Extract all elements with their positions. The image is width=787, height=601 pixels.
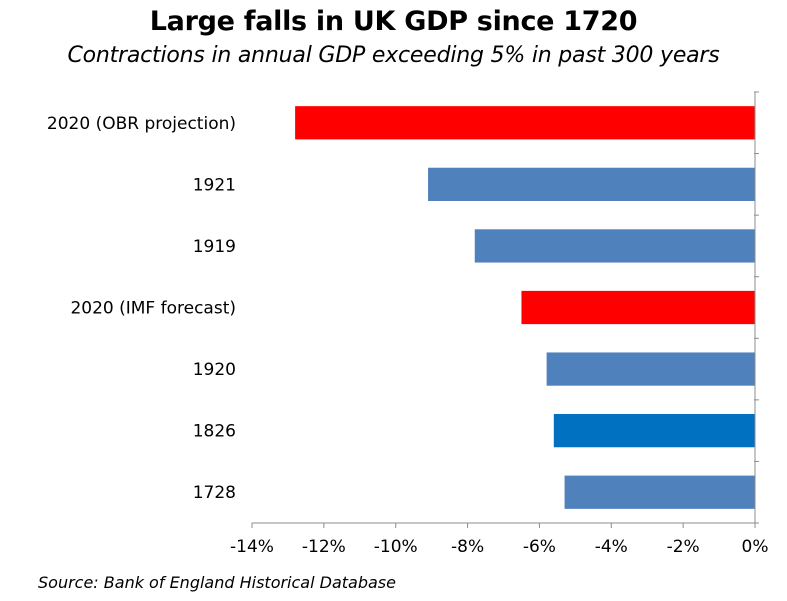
bar-1: [428, 167, 755, 201]
category-label: 1728: [193, 483, 236, 503]
x-tick-label: -10%: [374, 537, 418, 557]
bars-group: [295, 106, 755, 509]
category-label: 1921: [193, 175, 236, 195]
x-tick-label: -8%: [451, 537, 484, 557]
chart-subtitle: Contractions in annual GDP exceeding 5% …: [67, 43, 720, 68]
bar-5: [553, 414, 755, 448]
tick-labels: -14% -12% -10% -8% -6% -4% -2% 0%: [230, 537, 768, 557]
x-tick-label: -12%: [302, 537, 346, 557]
bar-2: [474, 229, 755, 263]
category-label: 1919: [193, 237, 236, 257]
source-note: Source: Bank of England Historical Datab…: [38, 573, 396, 592]
axes-group: [251, 91, 759, 528]
category-label: 1826: [193, 422, 236, 442]
x-tick-label: -14%: [230, 537, 274, 557]
chart-title: Large falls in UK GDP since 1720: [149, 6, 638, 37]
x-tick-label: -6%: [523, 537, 556, 557]
category-label: 2020 (IMF forecast): [70, 299, 236, 319]
x-tick-label: -4%: [595, 537, 628, 557]
x-tick-label: -2%: [667, 537, 700, 557]
category-label: 2020 (OBR projection): [47, 114, 236, 134]
category-labels: 2020 (OBR projection) 1921 1919 2020 (IMF f…: [47, 114, 236, 503]
bar-0: [295, 106, 755, 140]
category-label: 1920: [193, 360, 236, 380]
bar-6: [564, 475, 755, 509]
x-tick-label: 0%: [742, 537, 769, 557]
bar-3: [521, 290, 755, 325]
bar-4: [546, 352, 755, 386]
